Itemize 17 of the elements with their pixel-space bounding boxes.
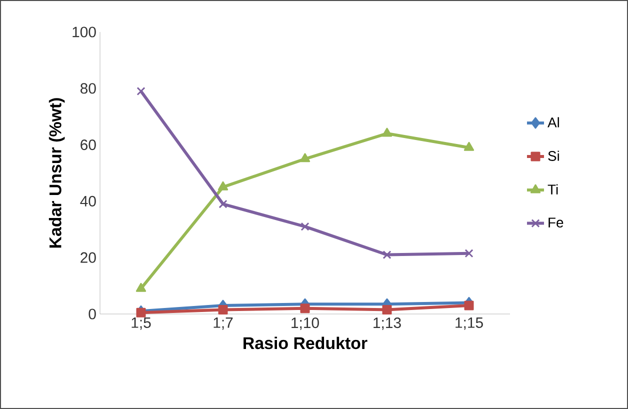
x-tick-label: 1;15 [456,318,483,330]
x-tick-label: 1;10 [292,318,319,330]
x-tick-label: 1;13 [374,318,401,330]
x-tick-label: 1;5 [132,318,151,330]
y-axis-title: Kadar Unsur (%wt) [48,98,65,248]
x-tick-label: 1;7 [214,318,233,330]
legend-label: Fe [548,218,564,228]
y-tick-label: 0 [88,308,96,320]
legend-label: Si [548,150,559,161]
legend-label: Ti [548,184,558,194]
legend-label: Al [548,117,559,128]
y-tick-label: 80 [80,83,96,94]
y-tick-label: 40 [80,196,96,206]
x-axis-title: Rasio Reduktor [244,336,368,350]
y-tick-label: 60 [80,140,96,150]
y-tick-label: 20 [80,252,96,263]
y-tick-label: 100 [72,26,96,38]
